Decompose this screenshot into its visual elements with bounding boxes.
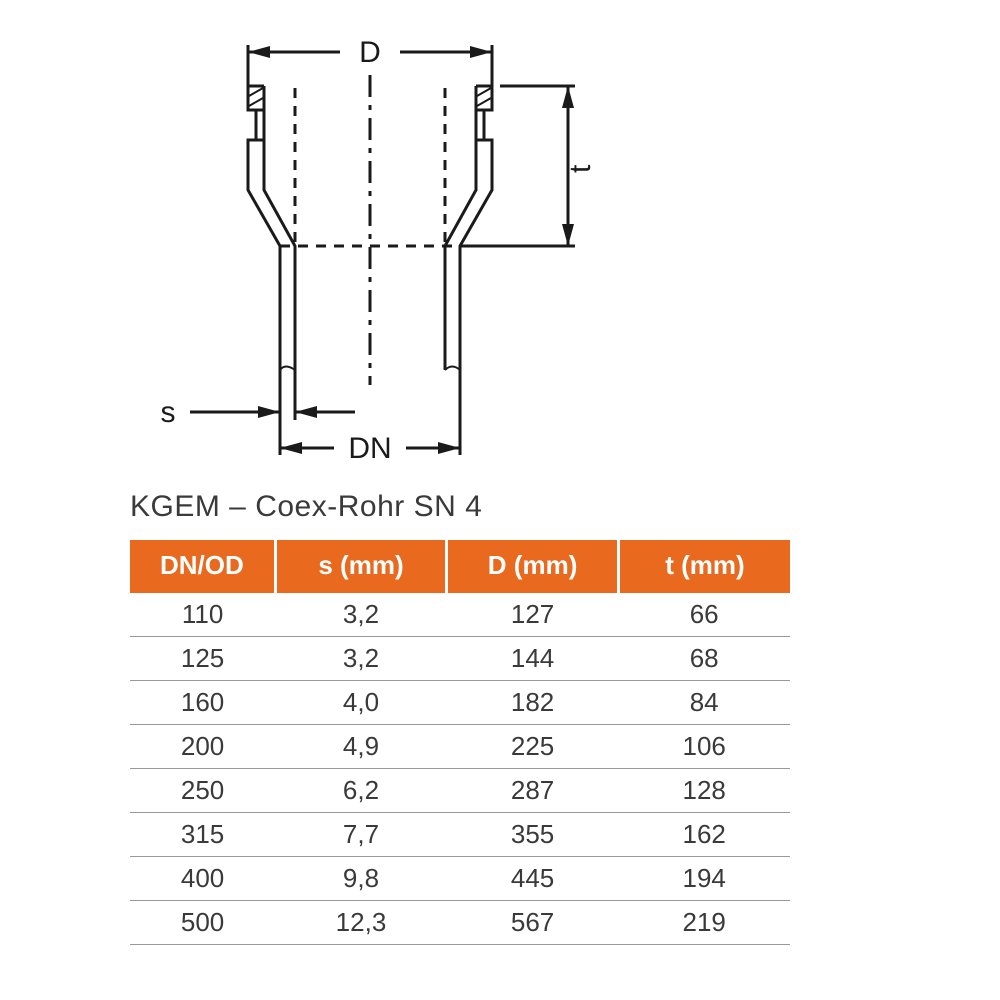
spec-table-header-cell: D (mm) — [447, 540, 619, 593]
spec-table-body: 1103,2127661253,2144681604,0182842004,92… — [130, 593, 790, 945]
dim-label-t: t — [564, 164, 597, 173]
table-cell: 355 — [447, 813, 619, 857]
table-row: 1604,018284 — [130, 681, 790, 725]
dim-label-s: s — [161, 396, 176, 429]
table-cell: 66 — [618, 593, 790, 637]
table-cell: 110 — [130, 593, 275, 637]
spec-table-head: DN/ODs (mm)D (mm)t (mm) — [130, 540, 790, 593]
table-cell: 219 — [618, 901, 790, 945]
page: D t s DN KGEM – Coex-Rohr SN 4 DN/ODs (m… — [0, 0, 1000, 1000]
table-cell: 3,2 — [275, 637, 447, 681]
table-row: 4009,8445194 — [130, 857, 790, 901]
table-row: 1103,212766 — [130, 593, 790, 637]
pipe-diagram: D t s DN — [130, 30, 690, 460]
table-row: 2004,9225106 — [130, 725, 790, 769]
table-cell: 144 — [447, 637, 619, 681]
table-cell: 567 — [447, 901, 619, 945]
table-cell: 200 — [130, 725, 275, 769]
table-cell: 500 — [130, 901, 275, 945]
spec-table: DN/ODs (mm)D (mm)t (mm) 1103,2127661253,… — [130, 540, 790, 945]
table-row: 1253,214468 — [130, 637, 790, 681]
table-cell: 225 — [447, 725, 619, 769]
table-cell: 6,2 — [275, 769, 447, 813]
table-row: 50012,3567219 — [130, 901, 790, 945]
pipe-diagram-svg: D t s DN — [130, 30, 690, 460]
spec-table-header-row: DN/ODs (mm)D (mm)t (mm) — [130, 540, 790, 593]
spec-table-header-cell: DN/OD — [130, 540, 275, 593]
dim-label-D: D — [359, 36, 381, 69]
table-cell: 68 — [618, 637, 790, 681]
spec-table-header-cell: t (mm) — [618, 540, 790, 593]
table-cell: 7,7 — [275, 813, 447, 857]
table-cell: 127 — [447, 593, 619, 637]
table-title: KGEM – Coex-Rohr SN 4 — [130, 490, 482, 524]
table-cell: 194 — [618, 857, 790, 901]
table-cell: 315 — [130, 813, 275, 857]
table-cell: 400 — [130, 857, 275, 901]
table-cell: 3,2 — [275, 593, 447, 637]
table-cell: 84 — [618, 681, 790, 725]
table-cell: 12,3 — [275, 901, 447, 945]
table-cell: 250 — [130, 769, 275, 813]
table-cell: 4,0 — [275, 681, 447, 725]
spec-table-header-cell: s (mm) — [275, 540, 447, 593]
table-cell: 125 — [130, 637, 275, 681]
spec-table-container: DN/ODs (mm)D (mm)t (mm) 1103,2127661253,… — [130, 540, 790, 945]
table-cell: 182 — [447, 681, 619, 725]
table-cell: 4,9 — [275, 725, 447, 769]
table-cell: 162 — [618, 813, 790, 857]
table-cell: 160 — [130, 681, 275, 725]
dim-label-DN: DN — [348, 432, 391, 460]
table-row: 3157,7355162 — [130, 813, 790, 857]
table-cell: 287 — [447, 769, 619, 813]
table-cell: 128 — [618, 769, 790, 813]
table-cell: 9,8 — [275, 857, 447, 901]
table-cell: 445 — [447, 857, 619, 901]
table-cell: 106 — [618, 725, 790, 769]
table-row: 2506,2287128 — [130, 769, 790, 813]
